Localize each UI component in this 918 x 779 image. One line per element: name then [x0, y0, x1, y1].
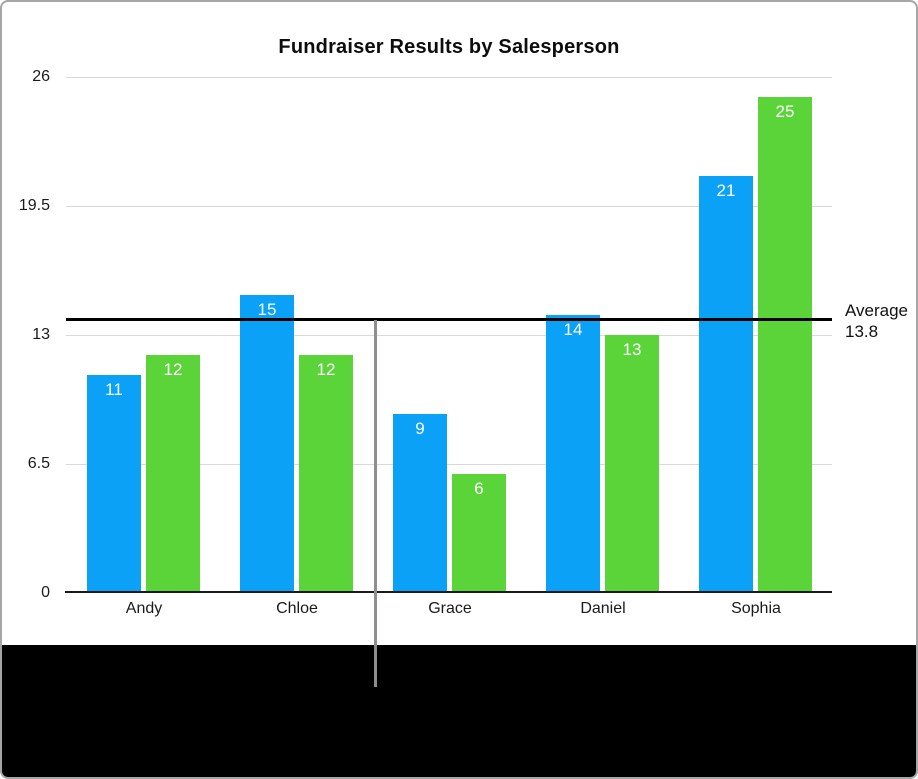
- bar-value-label: 13: [622, 340, 642, 359]
- y-axis-tick-label: 13: [32, 326, 50, 343]
- y-axis-tick-label: 6.5: [27, 455, 50, 472]
- average-label-value: 13.8: [845, 322, 879, 341]
- bar: 21: [699, 176, 753, 593]
- bar-value-label: 6: [474, 479, 484, 498]
- bar-value-label: 11: [105, 380, 123, 399]
- bar: 12: [299, 355, 353, 593]
- x-axis-category-label: Chloe: [276, 600, 318, 617]
- y-axis-tick-label: 26: [32, 68, 50, 85]
- gridline: [66, 206, 832, 207]
- bar: 9: [393, 414, 447, 593]
- y-axis-tick-label: 0: [41, 584, 50, 601]
- bar: 14: [546, 315, 600, 593]
- x-axis-category-label: Grace: [428, 600, 472, 617]
- bar-value-label: 25: [775, 102, 795, 121]
- bar: 12: [146, 355, 200, 593]
- callout-pointer-line: [374, 320, 377, 687]
- gridline: [66, 77, 832, 78]
- y-axis-tick-label: 19.5: [18, 197, 50, 214]
- average-label-text: Average: [845, 301, 909, 320]
- bar-value-label: 12: [163, 360, 183, 379]
- bar: 25: [758, 97, 812, 593]
- x-axis-category-label: Daniel: [580, 600, 626, 617]
- bar-value-label: 14: [563, 320, 583, 339]
- x-axis-line: [65, 591, 832, 593]
- gridline: [66, 335, 832, 336]
- bar-value-label: 9: [415, 419, 425, 438]
- gridline: [66, 464, 832, 465]
- average-line-label: Average 13.8: [845, 300, 908, 342]
- x-axis-category-label: Andy: [125, 600, 163, 617]
- bar: 11: [87, 375, 141, 593]
- bottom-black-band: [2, 645, 916, 777]
- x-axis-category-label: Sophia: [731, 600, 781, 617]
- bar: 6: [452, 474, 506, 593]
- bar: 13: [605, 335, 659, 593]
- average-reference-line: [66, 318, 832, 321]
- bar-value-label: 15: [257, 300, 277, 319]
- bar-value-label: 12: [316, 360, 336, 379]
- bar-value-label: 21: [716, 181, 736, 200]
- bar: 15: [240, 295, 294, 593]
- chart-title: Fundraiser Results by Salesperson: [278, 36, 620, 58]
